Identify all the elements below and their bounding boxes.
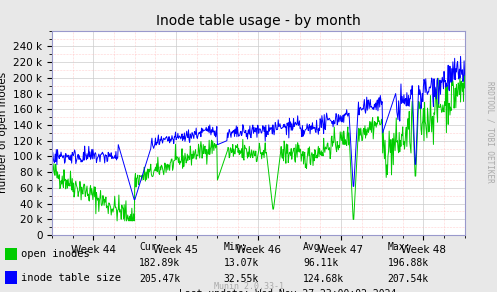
Line: inode table size: inode table size xyxy=(52,56,465,200)
inode table size xyxy=(180,135,186,138)
Text: RRDTOOL / TOBI OETIKER: RRDTOOL / TOBI OETIKER xyxy=(486,81,495,182)
Text: Avg:: Avg: xyxy=(303,242,327,252)
Bar xyxy=(5,248,17,260)
Text: 182.89k: 182.89k xyxy=(139,258,180,267)
Text: 205.47k: 205.47k xyxy=(139,274,180,284)
Text: open inodes: open inodes xyxy=(21,249,89,259)
open inodes xyxy=(166,163,172,167)
Text: 96.11k: 96.11k xyxy=(303,258,338,267)
inode table size xyxy=(371,108,377,111)
open inodes xyxy=(462,86,468,90)
Text: 196.88k: 196.88k xyxy=(388,258,429,267)
Text: Min:: Min: xyxy=(224,242,247,252)
inode table size xyxy=(131,198,137,201)
inode table size xyxy=(321,132,327,135)
Text: 207.54k: 207.54k xyxy=(388,274,429,284)
Text: Munin 2.0.33-1: Munin 2.0.33-1 xyxy=(214,281,283,291)
open inodes xyxy=(461,74,467,77)
open inodes xyxy=(49,167,55,171)
Text: 13.07k: 13.07k xyxy=(224,258,259,267)
Y-axis label: number of open inodes: number of open inodes xyxy=(0,72,8,193)
open inodes xyxy=(371,128,377,131)
open inodes xyxy=(151,171,157,174)
inode table size xyxy=(151,147,157,150)
open inodes xyxy=(180,154,186,158)
Text: 32.55k: 32.55k xyxy=(224,274,259,284)
open inodes xyxy=(421,100,427,104)
inode table size xyxy=(458,55,464,58)
Text: Last update: Wed Nov 27 23:00:02 2024: Last update: Wed Nov 27 23:00:02 2024 xyxy=(179,289,396,292)
Text: Cur:: Cur: xyxy=(139,242,163,252)
open inodes xyxy=(321,136,327,140)
Line: open inodes: open inodes xyxy=(52,75,465,221)
Text: 124.68k: 124.68k xyxy=(303,274,344,284)
Text: Max:: Max: xyxy=(388,242,411,252)
Bar xyxy=(5,272,17,284)
inode table size xyxy=(462,73,468,77)
inode table size xyxy=(49,157,55,160)
Title: Inode table usage - by month: Inode table usage - by month xyxy=(156,14,361,28)
Text: inode table size: inode table size xyxy=(21,272,121,283)
open inodes xyxy=(114,219,120,223)
inode table size xyxy=(421,80,427,83)
inode table size xyxy=(166,135,172,138)
